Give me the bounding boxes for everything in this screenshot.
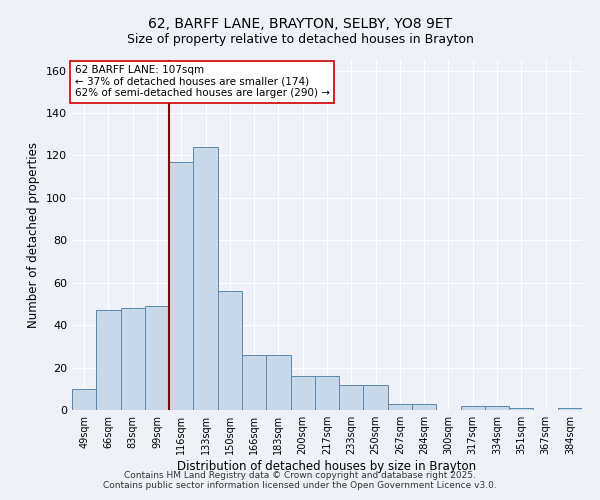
Bar — [169, 162, 193, 410]
Text: 62 BARFF LANE: 107sqm
← 37% of detached houses are smaller (174)
62% of semi-det: 62 BARFF LANE: 107sqm ← 37% of detached … — [74, 66, 329, 98]
Bar — [509, 408, 533, 410]
Bar — [218, 291, 242, 410]
Text: Contains HM Land Registry data © Crown copyright and database right 2025.
Contai: Contains HM Land Registry data © Crown c… — [103, 470, 497, 490]
Bar — [145, 306, 169, 410]
Bar — [266, 355, 290, 410]
Bar — [242, 355, 266, 410]
Bar — [315, 376, 339, 410]
Y-axis label: Number of detached properties: Number of detached properties — [28, 142, 40, 328]
Bar — [485, 406, 509, 410]
X-axis label: Distribution of detached houses by size in Brayton: Distribution of detached houses by size … — [178, 460, 476, 473]
Bar — [558, 408, 582, 410]
Bar — [412, 404, 436, 410]
Bar — [290, 376, 315, 410]
Bar — [461, 406, 485, 410]
Bar — [96, 310, 121, 410]
Text: 62, BARFF LANE, BRAYTON, SELBY, YO8 9ET: 62, BARFF LANE, BRAYTON, SELBY, YO8 9ET — [148, 18, 452, 32]
Bar — [364, 384, 388, 410]
Bar — [193, 147, 218, 410]
Bar — [388, 404, 412, 410]
Bar — [121, 308, 145, 410]
Bar — [339, 384, 364, 410]
Bar — [72, 389, 96, 410]
Text: Size of property relative to detached houses in Brayton: Size of property relative to detached ho… — [127, 32, 473, 46]
